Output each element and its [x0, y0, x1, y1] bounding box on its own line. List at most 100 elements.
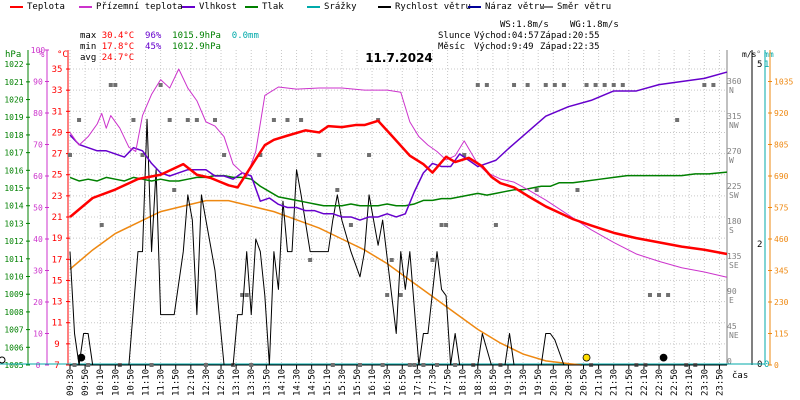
dir-tick-label: 225: [727, 182, 742, 191]
temp-tick-label: 19: [52, 234, 63, 244]
wind-direction-point: [308, 258, 313, 262]
wind-direction-point: [77, 118, 82, 122]
rad-tick-label: 575: [774, 204, 789, 213]
series-tlak: [69, 171, 728, 207]
moonset-marker: [659, 353, 668, 362]
dir-name-label: SE: [729, 261, 739, 270]
ws-readout: WS:1.8m/s: [500, 20, 549, 30]
x-tick-label: 17:10: [413, 369, 423, 396]
rad-tick-label: 805: [774, 141, 789, 150]
wind-direction-point: [525, 83, 530, 87]
x-tick-label: 17:30: [428, 369, 438, 396]
hpa-tick-label: 1018: [4, 131, 23, 140]
ms-tick-label: 0: [757, 360, 762, 370]
legend-label: Náraz větru: [485, 2, 545, 12]
wind-direction-point: [453, 363, 458, 367]
dir-tick-label: 90: [727, 287, 737, 296]
legend-swatch: [245, 6, 258, 8]
hpa-tick-label: 1015: [4, 184, 23, 193]
temp-tick-label: 29: [52, 128, 63, 138]
hpa-tick-label: 1008: [4, 308, 23, 317]
wind-direction-point: [584, 83, 589, 87]
stats-avg-label: avg: [80, 53, 97, 63]
dir-name-label: SW: [729, 191, 739, 200]
mm-tick-label: 0: [764, 360, 769, 370]
legend-label: Teplota: [27, 2, 65, 12]
x-tick-label: 11:10: [142, 369, 152, 396]
x-tick-label: 22:30: [655, 369, 665, 396]
wind-direction-point: [675, 118, 680, 122]
wind-direction-point: [212, 118, 217, 122]
temp-tick-label: 13: [52, 298, 63, 308]
dir-tick-label: 315: [727, 112, 742, 121]
legend-swatch: [540, 6, 553, 8]
x-tick-label: 14:50: [308, 369, 318, 396]
ms-tick-label: 5: [757, 60, 762, 70]
temp-tick-label: 17: [52, 255, 63, 265]
wind-direction-point: [149, 363, 154, 367]
temp-tick-label: 9: [54, 340, 59, 350]
wind-direction-point: [285, 118, 290, 122]
wind-direction-point: [68, 153, 72, 157]
wind-direction-point: [385, 293, 390, 297]
wind-direction-point: [647, 293, 652, 297]
wind-direction-point: [86, 363, 91, 367]
legend-label: Srážky: [324, 2, 357, 12]
wind-direction-point: [158, 83, 163, 87]
dir-tick-label: 0: [727, 357, 732, 366]
x-tick-label: 10:10: [96, 369, 106, 396]
wind-direction-point: [244, 293, 249, 297]
temp-tick-label: 21: [52, 213, 63, 223]
x-tick-label: 16:30: [383, 369, 393, 396]
wind-direction-point: [593, 83, 598, 87]
mm-axis-label: mm: [764, 50, 774, 59]
x-tick-label: 12:30: [202, 369, 212, 396]
ms-axis-label: m/s: [742, 50, 757, 59]
x-tick-label: 13:50: [262, 369, 272, 396]
hum-tick-label: 70: [33, 141, 43, 150]
hpa-tick-label: 1021: [4, 78, 23, 87]
wind-direction-point: [299, 118, 304, 122]
temp-tick-label: 35: [52, 65, 63, 75]
wind-direction-point: [140, 153, 145, 157]
legend-swatch: [79, 6, 92, 8]
rad-tick-label: 690: [774, 172, 789, 181]
wind-direction-point: [398, 293, 403, 297]
sunset-marker: [582, 353, 591, 362]
wind-direction-point: [203, 363, 208, 367]
sun-label: Slunce: [438, 31, 471, 41]
wind-direction-point: [484, 83, 489, 87]
wind-direction-point: [271, 118, 276, 122]
x-tick-label: 20:30: [564, 369, 574, 396]
sunrise-marker: [0, 356, 6, 364]
time-axis-label: čas: [732, 370, 748, 381]
hpa-tick-label: 1016: [4, 166, 23, 175]
hum-tick-label: 100: [31, 46, 46, 55]
legend-label: Vlhkost: [199, 2, 237, 12]
stats-avg-temp: 24.7°C: [101, 53, 135, 63]
temp-axis-label: °C: [57, 50, 68, 60]
x-tick-label: 19:50: [534, 369, 544, 396]
rad-tick-label: 230: [774, 298, 789, 307]
wind-direction-point: [258, 153, 263, 157]
dir-tick-label: 360: [727, 77, 742, 86]
stats-min-hum: 45%: [145, 42, 162, 52]
hpa-tick-label: 1009: [4, 290, 23, 299]
wind-direction-point: [430, 258, 435, 262]
wind-direction-point: [475, 83, 480, 87]
sunset: Západ:20:55: [540, 31, 600, 41]
x-tick-label: 19:10: [504, 369, 514, 396]
hum-tick-label: 0: [36, 361, 41, 370]
rad-tick-label: 1035: [774, 78, 793, 87]
hpa-tick-label: 1006: [4, 343, 23, 352]
x-tick-label: 23:10: [685, 369, 695, 396]
x-tick-label: 11:30: [157, 369, 167, 396]
stats-min-temp: 17.8°C: [101, 42, 135, 52]
sunrise: Východ:04:57: [474, 31, 540, 41]
moon-marker: [77, 353, 86, 362]
chart-title: 11.7.2024: [365, 51, 433, 65]
hum-tick-label: 20: [33, 298, 43, 307]
dir-tick-label: 135: [727, 252, 742, 261]
hum-tick-label: 10: [33, 330, 43, 339]
temp-tick-label: 23: [52, 192, 63, 202]
